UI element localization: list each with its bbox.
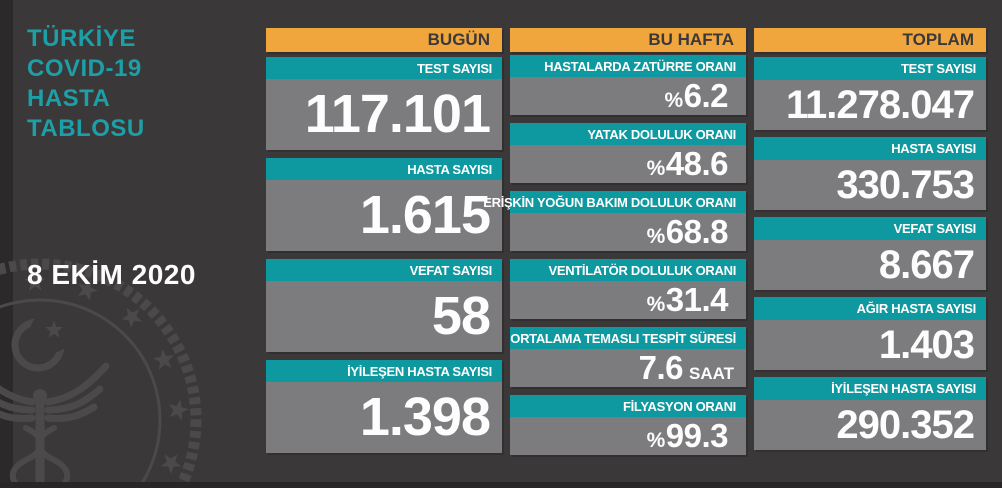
page-title-line: TÜRKİYE <box>27 25 136 52</box>
stat-value: 330.753 <box>754 160 986 210</box>
card-toplam-test-sayisi: TEST SAYISI 11.278.047 <box>754 57 986 130</box>
card-toplam-hasta-sayisi: HASTA SAYISI 330.753 <box>754 137 986 210</box>
card-hafta-yogun-bakim-doluluk: ERİŞKİN YOĞUN BAKIM DOLULUK ORANI %68.8 <box>483 191 746 251</box>
card-hafta-zaturre-orani: HASTALARDA ZATÜRRE ORANI %6.2 <box>510 55 746 115</box>
stat-unit: SAAT <box>688 364 734 383</box>
stat-value: 7.6 SAAT <box>510 349 746 387</box>
percent-sign: % <box>646 225 666 248</box>
card-bugun-vefat-sayisi: VEFAT SAYISI 58 <box>266 259 502 352</box>
stat-value: %48.6 <box>510 145 746 183</box>
stat-number: 6.2 <box>683 77 729 114</box>
stat-value: 290.352 <box>754 400 986 450</box>
stat-number: 48.6 <box>665 145 729 182</box>
stat-value: 8.667 <box>754 240 986 290</box>
column-header-bugun: BUGÜN <box>266 28 502 52</box>
card-toplam-iyilesen-hasta-sayisi: İYİLEŞEN HASTA SAYISI 290.352 <box>754 377 986 450</box>
card-hafta-yatak-doluluk: YATAK DOLULUK ORANI %48.6 <box>510 123 746 183</box>
page-title: TÜRKİYE COVID-19 HASTA TABLOSU <box>27 24 257 144</box>
stat-value: %99.3 <box>510 417 746 455</box>
column-header-toplam: TOPLAM <box>754 28 986 52</box>
card-bugun-test-sayisi: TEST SAYISI 117.101 <box>266 57 502 150</box>
stat-label: VEFAT SAYISI <box>266 259 502 281</box>
stat-label: TEST SAYISI <box>754 57 986 80</box>
stat-number: 7.6 <box>638 349 684 386</box>
stat-value: 1.398 <box>266 382 502 453</box>
card-bugun-iyilesen-hasta-sayisi: İYİLEŞEN HASTA SAYISI 1.398 <box>266 360 502 453</box>
bottom-edge-strip <box>0 482 1002 488</box>
stat-value: %6.2 <box>510 77 746 115</box>
page-title-line: HASTA <box>27 85 111 112</box>
percent-sign: % <box>646 293 666 316</box>
report-date: 8 EKİM 2020 <box>27 259 196 290</box>
stat-number: 68.8 <box>665 213 729 250</box>
page-title-line: COVID-19 <box>27 55 142 82</box>
stat-label: HASTA SAYISI <box>754 137 986 160</box>
stat-label: TEST SAYISI <box>266 57 502 79</box>
column-bu-hafta: BU HAFTA HASTALARDA ZATÜRRE ORANI %6.2 Y… <box>483 28 746 455</box>
column-header-bu-hafta: BU HAFTA <box>510 28 746 52</box>
left-edge-strip <box>0 0 13 488</box>
stat-number: 31.4 <box>665 281 729 318</box>
card-bugun-hasta-sayisi: HASTA SAYISI 1.615 <box>266 158 502 251</box>
stat-label: ORTALAMA TEMASLI TESPİT SÜRESİ <box>510 327 746 349</box>
card-hafta-temasli-tespit-suresi: ORTALAMA TEMASLI TESPİT SÜRESİ 7.6 SAAT <box>510 327 746 387</box>
health-ministry-emblem-icon <box>0 258 202 488</box>
stat-label: FİLYASYON ORANI <box>510 395 746 417</box>
percent-sign: % <box>646 157 666 180</box>
percent-sign: % <box>664 89 683 112</box>
stat-value: %68.8 <box>510 213 746 251</box>
card-hafta-filyasyon-orani: FİLYASYON ORANI %99.3 <box>510 395 746 455</box>
stat-label: İYİLEŞEN HASTA SAYISI <box>754 377 986 400</box>
page-title-line: TABLOSU <box>27 115 145 142</box>
stat-label: AĞIR HASTA SAYISI <box>754 297 986 320</box>
card-hafta-ventilator-doluluk: VENTİLATÖR DOLULUK ORANI %31.4 <box>510 259 746 319</box>
stat-label: VENTİLATÖR DOLULUK ORANI <box>510 259 746 281</box>
card-toplam-agir-hasta-sayisi: AĞIR HASTA SAYISI 1.403 <box>754 297 986 370</box>
column-toplam: TOPLAM TEST SAYISI 11.278.047 HASTA SAYI… <box>754 28 986 450</box>
card-toplam-vefat-sayisi: VEFAT SAYISI 8.667 <box>754 217 986 290</box>
stat-value: 11.278.047 <box>754 80 986 130</box>
stat-label: HASTALARDA ZATÜRRE ORANI <box>510 55 746 77</box>
stat-label: İYİLEŞEN HASTA SAYISI <box>266 360 502 382</box>
percent-sign: % <box>646 429 666 452</box>
stat-label: ERİŞKİN YOĞUN BAKIM DOLULUK ORANI <box>483 191 746 213</box>
sidebar: TÜRKİYE COVID-19 HASTA TABLOSU 8 EKİM 20… <box>27 24 257 291</box>
stat-value: 1.403 <box>754 320 986 370</box>
stat-value: 1.615 <box>266 180 502 251</box>
stat-label: VEFAT SAYISI <box>754 217 986 240</box>
column-bugun: BUGÜN TEST SAYISI 117.101 HASTA SAYISI 1… <box>266 28 502 453</box>
stat-value: 58 <box>266 281 502 352</box>
stat-number: 99.3 <box>665 417 729 454</box>
stat-label: YATAK DOLULUK ORANI <box>510 123 746 145</box>
stat-label: HASTA SAYISI <box>266 158 502 180</box>
stat-value: %31.4 <box>510 281 746 319</box>
stat-value: 117.101 <box>266 79 502 150</box>
